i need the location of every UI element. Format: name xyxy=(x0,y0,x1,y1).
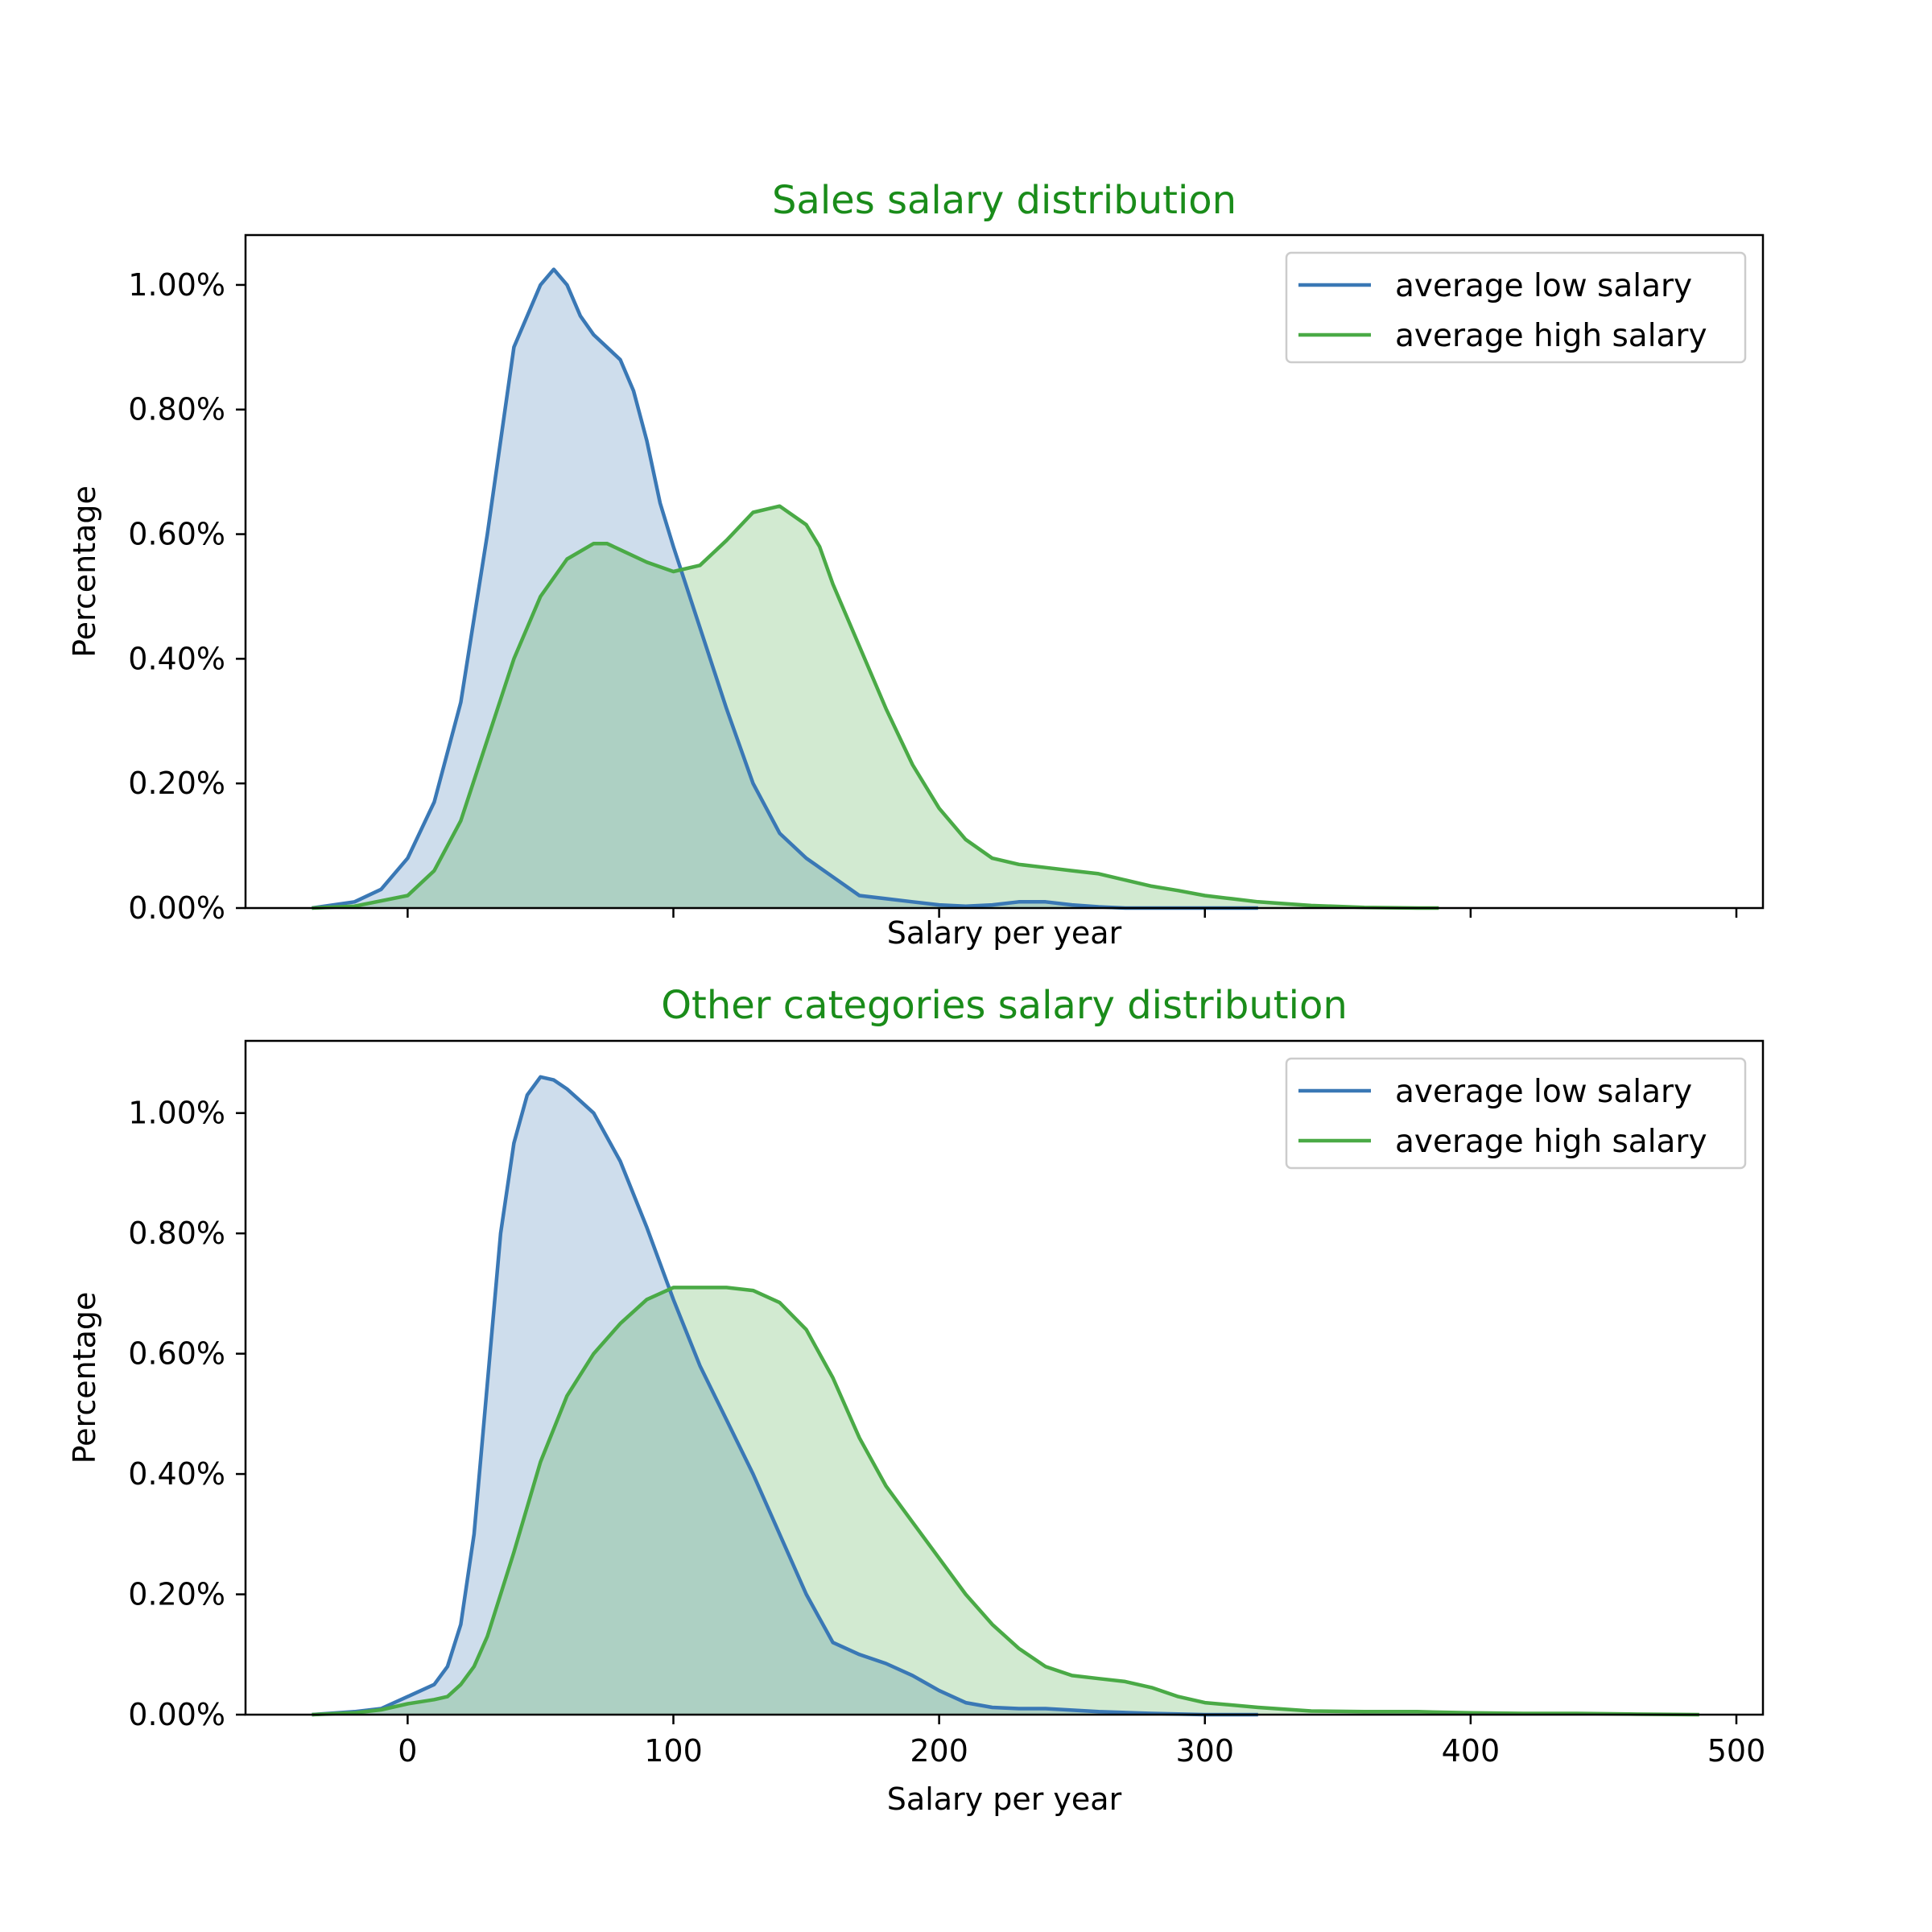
legend-label: average low salary xyxy=(1395,268,1692,304)
x-tick-label: 200 xyxy=(910,1733,968,1769)
y-tick-label: 0.80% xyxy=(128,1216,225,1251)
y-tick-label: 0.00% xyxy=(128,1697,225,1732)
legend-label: average high salary xyxy=(1395,1124,1707,1160)
legend-label: average high salary xyxy=(1395,318,1707,354)
y-axis-label: Percentage xyxy=(67,1292,102,1464)
series-line-high xyxy=(312,1286,1699,1717)
y-axis-label: Percentage xyxy=(67,485,102,658)
series-line-low xyxy=(312,1075,1258,1717)
legend: average low salary average high salary xyxy=(1285,251,1747,364)
series-fill-low xyxy=(312,1076,1258,1715)
x-axis-label: Salary per year xyxy=(887,1781,1122,1817)
other-categories-salary-panel: Other categories salary distribution 0.00… xyxy=(67,983,1765,1817)
y-tick-label: 1.00% xyxy=(128,267,225,303)
y-tick-label: 0.40% xyxy=(128,1456,225,1492)
y-tick-label: 0.60% xyxy=(128,517,225,552)
legend-label: average low salary xyxy=(1395,1074,1692,1110)
x-tick-label: 100 xyxy=(644,1733,703,1769)
axes-frame xyxy=(244,233,1765,910)
y-tick-label: 0.80% xyxy=(128,392,225,427)
x-tick-label: 500 xyxy=(1707,1733,1766,1769)
y-tick-label: 0.60% xyxy=(128,1336,225,1372)
chart-title: Other categories salary distribution xyxy=(661,983,1348,1028)
x-tick-label: 300 xyxy=(1175,1733,1234,1769)
y-tick-label: 1.00% xyxy=(128,1096,225,1131)
x-tick-label: 400 xyxy=(1442,1733,1501,1769)
legend: average low salary average high salary xyxy=(1285,1057,1747,1170)
series-line-high xyxy=(312,504,1439,910)
y-tick-label: 0.00% xyxy=(128,890,225,926)
y-tick-label: 0.20% xyxy=(128,766,225,801)
series-fill-high xyxy=(312,1287,1699,1715)
sales-salary-panel: Sales salary distribution 0.00% 0.20% 0.40%… xyxy=(67,178,1765,951)
y-tick-label: 0.40% xyxy=(128,641,225,676)
legend-box xyxy=(1285,1057,1747,1170)
series-line-low xyxy=(312,267,1258,910)
chart-title: Sales salary distribution xyxy=(772,178,1236,223)
axes-frame xyxy=(244,1039,1765,1716)
y-tick-label: 0.20% xyxy=(128,1577,225,1612)
x-tick-label: 0 xyxy=(398,1733,417,1769)
series-fill-low xyxy=(312,269,1258,909)
x-axis-label: Salary per year xyxy=(887,915,1122,951)
series-fill-high xyxy=(312,506,1439,908)
legend-box xyxy=(1285,251,1747,364)
